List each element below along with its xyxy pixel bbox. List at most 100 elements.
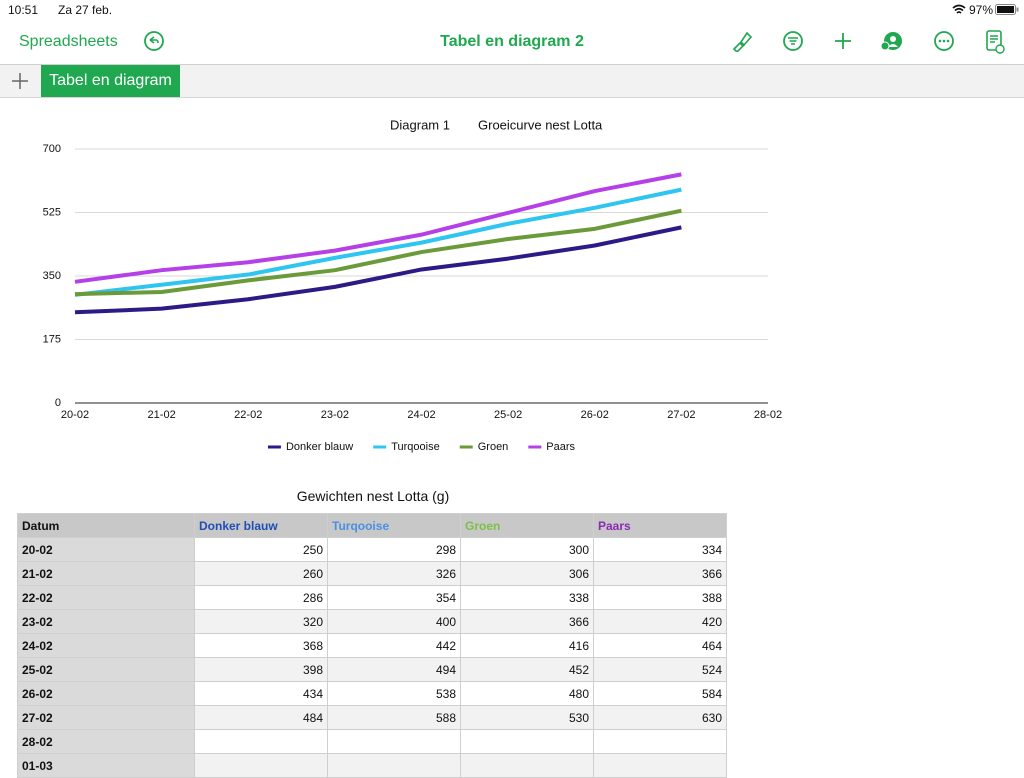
cell[interactable]: 354 <box>328 586 461 610</box>
y-tick-label: 700 <box>43 143 61 155</box>
cell[interactable]: 538 <box>328 682 461 706</box>
x-tick-label: 22-02 <box>234 409 262 421</box>
cell[interactable]: 442 <box>328 634 461 658</box>
cell[interactable]: 584 <box>594 682 727 706</box>
table-row: 22-02286354338388 <box>18 586 727 610</box>
x-tick-label: 21-02 <box>148 409 176 421</box>
cell[interactable]: 400 <box>328 610 461 634</box>
cell[interactable] <box>195 754 328 778</box>
cell[interactable]: 338 <box>461 586 594 610</box>
legend-label: Donker blauw <box>286 441 353 453</box>
cell[interactable] <box>594 730 727 754</box>
document-title: Tabel en diagram 2 <box>0 33 1024 51</box>
x-tick-label: 25-02 <box>494 409 522 421</box>
cell[interactable]: 298 <box>328 538 461 562</box>
status-bar: 10:51 Za 27 feb. 97% <box>0 0 1024 20</box>
wifi-icon <box>952 4 966 15</box>
table-row: 26-02434538480584 <box>18 682 727 706</box>
legend-label: Paars <box>546 441 575 453</box>
chart-subtitle: Groeicurve nest Lotta <box>478 117 603 132</box>
collaborate-button[interactable] <box>880 30 904 52</box>
add-button[interactable] <box>832 30 854 52</box>
table-row: 21-02260326306366 <box>18 562 727 586</box>
toolbar: Spreadsheets Tabel en diagram 2 <box>0 20 1024 65</box>
row-label[interactable]: 01-03 <box>18 754 195 778</box>
table-row: 24-02368442416464 <box>18 634 727 658</box>
column-header: Paars <box>594 514 727 538</box>
row-label[interactable]: 21-02 <box>18 562 195 586</box>
column-header: Donker blauw <box>195 514 328 538</box>
sheet-tab[interactable]: Tabel en diagram <box>41 65 180 97</box>
y-tick-label: 175 <box>43 333 61 345</box>
cell[interactable] <box>328 754 461 778</box>
cell[interactable]: 630 <box>594 706 727 730</box>
more-button[interactable] <box>933 30 955 52</box>
x-tick-label: 24-02 <box>407 409 435 421</box>
y-tick-label: 350 <box>43 270 61 282</box>
cell[interactable] <box>461 730 594 754</box>
view-button[interactable] <box>984 30 1006 54</box>
add-sheet-button[interactable] <box>10 71 30 91</box>
row-label[interactable]: 24-02 <box>18 634 195 658</box>
cell[interactable]: 484 <box>195 706 328 730</box>
table-row: 01-03 <box>18 754 727 778</box>
battery-level: 97% <box>969 3 993 17</box>
format-button[interactable] <box>731 30 753 52</box>
cell[interactable]: 464 <box>594 634 727 658</box>
organize-button[interactable] <box>782 30 804 52</box>
cell[interactable] <box>195 730 328 754</box>
legend: Donker blauwTurqooiseGroenPaars <box>268 441 576 453</box>
cell[interactable]: 416 <box>461 634 594 658</box>
table-row: 25-02398494452524 <box>18 658 727 682</box>
header-row: DatumDonker blauwTurqooiseGroenPaars <box>18 514 727 538</box>
cell[interactable]: 588 <box>328 706 461 730</box>
cell[interactable]: 480 <box>461 682 594 706</box>
row-label[interactable]: 28-02 <box>18 730 195 754</box>
row-label[interactable]: 26-02 <box>18 682 195 706</box>
chart-title: Diagram 1 <box>390 117 450 132</box>
cell[interactable]: 420 <box>594 610 727 634</box>
cell[interactable]: 300 <box>461 538 594 562</box>
cell[interactable]: 530 <box>461 706 594 730</box>
cell[interactable]: 334 <box>594 538 727 562</box>
row-label[interactable]: 23-02 <box>18 610 195 634</box>
row-label[interactable]: 20-02 <box>18 538 195 562</box>
legend-label: Turqooise <box>391 441 440 453</box>
column-header: Datum <box>18 514 195 538</box>
row-label[interactable]: 27-02 <box>18 706 195 730</box>
x-tick-label: 26-02 <box>581 409 609 421</box>
cell[interactable]: 366 <box>461 610 594 634</box>
cell[interactable] <box>328 730 461 754</box>
line-series <box>75 211 681 294</box>
cell[interactable]: 388 <box>594 586 727 610</box>
table-title: Gewichten nest Lotta (g) <box>17 488 729 504</box>
cell[interactable]: 366 <box>594 562 727 586</box>
cell[interactable] <box>594 754 727 778</box>
x-tick-label: 23-02 <box>321 409 349 421</box>
cell[interactable]: 434 <box>195 682 328 706</box>
cell[interactable]: 286 <box>195 586 328 610</box>
cell[interactable] <box>461 754 594 778</box>
y-tick-label: 0 <box>55 397 61 409</box>
cell[interactable]: 250 <box>195 538 328 562</box>
column-header: Turqooise <box>328 514 461 538</box>
row-label[interactable]: 25-02 <box>18 658 195 682</box>
sheet-tabs: Tabel en diagram <box>0 65 1024 98</box>
cell[interactable]: 306 <box>461 562 594 586</box>
x-tick-label: 20-02 <box>61 409 89 421</box>
row-label[interactable]: 22-02 <box>18 586 195 610</box>
cell[interactable]: 494 <box>328 658 461 682</box>
cell[interactable]: 326 <box>328 562 461 586</box>
cell[interactable]: 260 <box>195 562 328 586</box>
column-header: Groen <box>461 514 594 538</box>
data-table: DatumDonker blauwTurqooiseGroenPaars20-0… <box>17 513 727 778</box>
table-row: 23-02320400366420 <box>18 610 727 634</box>
table-row: 20-02250298300334 <box>18 538 727 562</box>
cell[interactable]: 398 <box>195 658 328 682</box>
x-tick-label: 27-02 <box>667 409 695 421</box>
cell[interactable]: 524 <box>594 658 727 682</box>
cell[interactable]: 320 <box>195 610 328 634</box>
cell[interactable]: 368 <box>195 634 328 658</box>
cell[interactable]: 452 <box>461 658 594 682</box>
